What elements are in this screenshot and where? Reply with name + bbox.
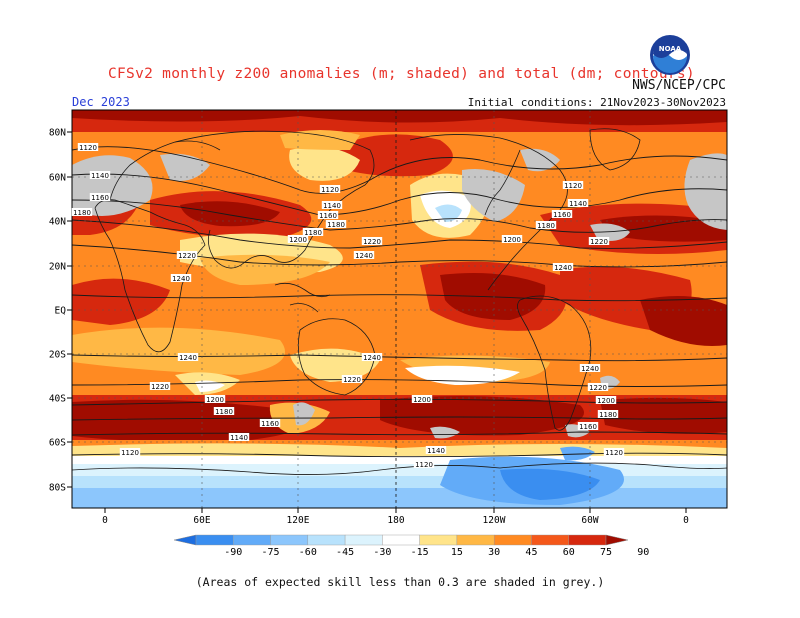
colorbar-level-label: -90 <box>224 547 242 558</box>
contour-label: 1160 <box>91 194 109 202</box>
contour-label: 1120 <box>321 186 339 194</box>
contour-label: 1160 <box>579 423 597 431</box>
colorbar-level-label: -60 <box>299 547 317 558</box>
contour-label: 1180 <box>73 209 91 217</box>
agency-label: NWS/NCEP/CPC <box>632 78 726 93</box>
contour-label: 1200 <box>413 396 431 404</box>
colorbar-swatch <box>382 534 420 546</box>
colorbar-swatch <box>493 534 532 546</box>
contour-label: 1220 <box>343 376 361 384</box>
contour-label: 1240 <box>179 354 197 362</box>
contour-label: 1200 <box>289 236 307 244</box>
colorbar-high-arrow <box>605 534 629 546</box>
colorbar-level-label: 45 <box>525 547 537 558</box>
lon-tick-label: 60E <box>193 515 210 526</box>
forecast-month: Dec 2023 <box>72 95 130 109</box>
contour-label: 1180 <box>537 222 555 230</box>
contour-label-layer: 1120114011601180112011401160118011801200… <box>71 143 625 469</box>
logo-text: NOAA <box>659 45 682 53</box>
colorbar-level-label: 60 <box>563 547 575 558</box>
colorbar-level-label: -75 <box>262 547 280 558</box>
contour-label: 1220 <box>589 384 607 392</box>
contour-label: 1140 <box>427 447 445 455</box>
skill-footnote: (Areas of expected skill less than 0.3 a… <box>195 575 605 589</box>
contour-label: 1240 <box>355 252 373 260</box>
contour-label: 1220 <box>363 238 381 246</box>
contour-label: 1120 <box>415 461 433 469</box>
colorbar-swatch <box>270 534 309 546</box>
lat-tick-label: 80S <box>49 483 66 494</box>
contour-label: 1180 <box>599 411 617 419</box>
lat-tick-label: 60S <box>49 438 66 449</box>
axis-label-layer: 80N 60N 40N 20N EQ 20S 40S 60S 80S 0 60E 120E 180 120… <box>49 128 689 527</box>
contour-label: 1200 <box>503 236 521 244</box>
colorbar-swatch <box>344 534 383 546</box>
contour-label: 1180 <box>215 408 233 416</box>
colorbar-level-label: 90 <box>637 547 649 558</box>
colorbar-swatch <box>195 534 234 546</box>
colorbar-swatch <box>531 534 569 546</box>
colorbar: -90 -75 -60 -45 -30 -15 15 30 45 60 75 90 <box>173 534 649 558</box>
contour-label: 1240 <box>554 264 572 272</box>
lon-tick-label: 60W <box>581 515 598 526</box>
colorbar-swatch <box>456 534 495 546</box>
colorbar-swatch <box>568 534 607 546</box>
contour-label: 1120 <box>79 144 97 152</box>
colorbar-level-label: 15 <box>451 547 463 558</box>
lat-tick-label: EQ <box>55 306 67 317</box>
contour-label: 1140 <box>91 172 109 180</box>
colorbar-swatch <box>419 534 458 546</box>
contour-label: 1200 <box>206 396 224 404</box>
contour-label: 1160 <box>261 420 279 428</box>
map-frame <box>71 109 728 509</box>
contour-label: 1180 <box>304 229 322 237</box>
contour-label: 1240 <box>581 365 599 373</box>
colorbar-swatch <box>307 534 346 546</box>
colorbar-low-arrow <box>173 534 197 546</box>
initial-conditions: Initial conditions: 21Nov2023-30Nov2023 <box>467 96 726 109</box>
contour-label: 1120 <box>121 449 139 457</box>
lon-tick-label: 120W <box>483 515 506 526</box>
contour-label: 1140 <box>230 434 248 442</box>
contour-label: 1120 <box>564 182 582 190</box>
contour-label: 1180 <box>327 221 345 229</box>
colorbar-level-label: -45 <box>336 547 354 558</box>
map-title: CFSv2 monthly z200 anomalies (m; shaded)… <box>108 66 695 82</box>
contour-label: 1200 <box>597 397 615 405</box>
contour-label: 1240 <box>172 275 190 283</box>
colorbar-swatch <box>233 534 271 546</box>
contour-label: 1220 <box>178 252 196 260</box>
low-skill-areas <box>72 148 727 439</box>
lat-tick-label: 20N <box>49 262 66 273</box>
colorbar-level-label: 30 <box>488 547 500 558</box>
contour-label: 1160 <box>553 211 571 219</box>
contour-label: 1160 <box>319 212 337 220</box>
lon-tick-label: 180 <box>387 515 404 526</box>
lat-tick-label: 60N <box>49 173 66 184</box>
lon-tick-label: 0 <box>683 515 689 526</box>
contour-label: 1120 <box>605 449 623 457</box>
colorbar-level-label: -30 <box>373 547 391 558</box>
lat-tick-label: 40S <box>49 394 66 405</box>
colorbar-level-label: 75 <box>600 547 612 558</box>
contour-label: 1220 <box>151 383 169 391</box>
anomaly-shading <box>72 110 727 508</box>
lat-tick-label: 40N <box>49 217 66 228</box>
lat-tick-label: 20S <box>49 350 66 361</box>
contour-label: 1240 <box>363 354 381 362</box>
noaa-logo: NOAA <box>650 35 690 75</box>
contour-label: 1140 <box>323 202 341 210</box>
contour-label: 1140 <box>569 200 587 208</box>
lat-tick-label: 80N <box>49 128 66 139</box>
lon-tick-label: 120E <box>287 515 310 526</box>
lon-tick-label: 0 <box>102 515 108 526</box>
contour-label: 1220 <box>590 238 608 246</box>
colorbar-level-label: -15 <box>411 547 429 558</box>
